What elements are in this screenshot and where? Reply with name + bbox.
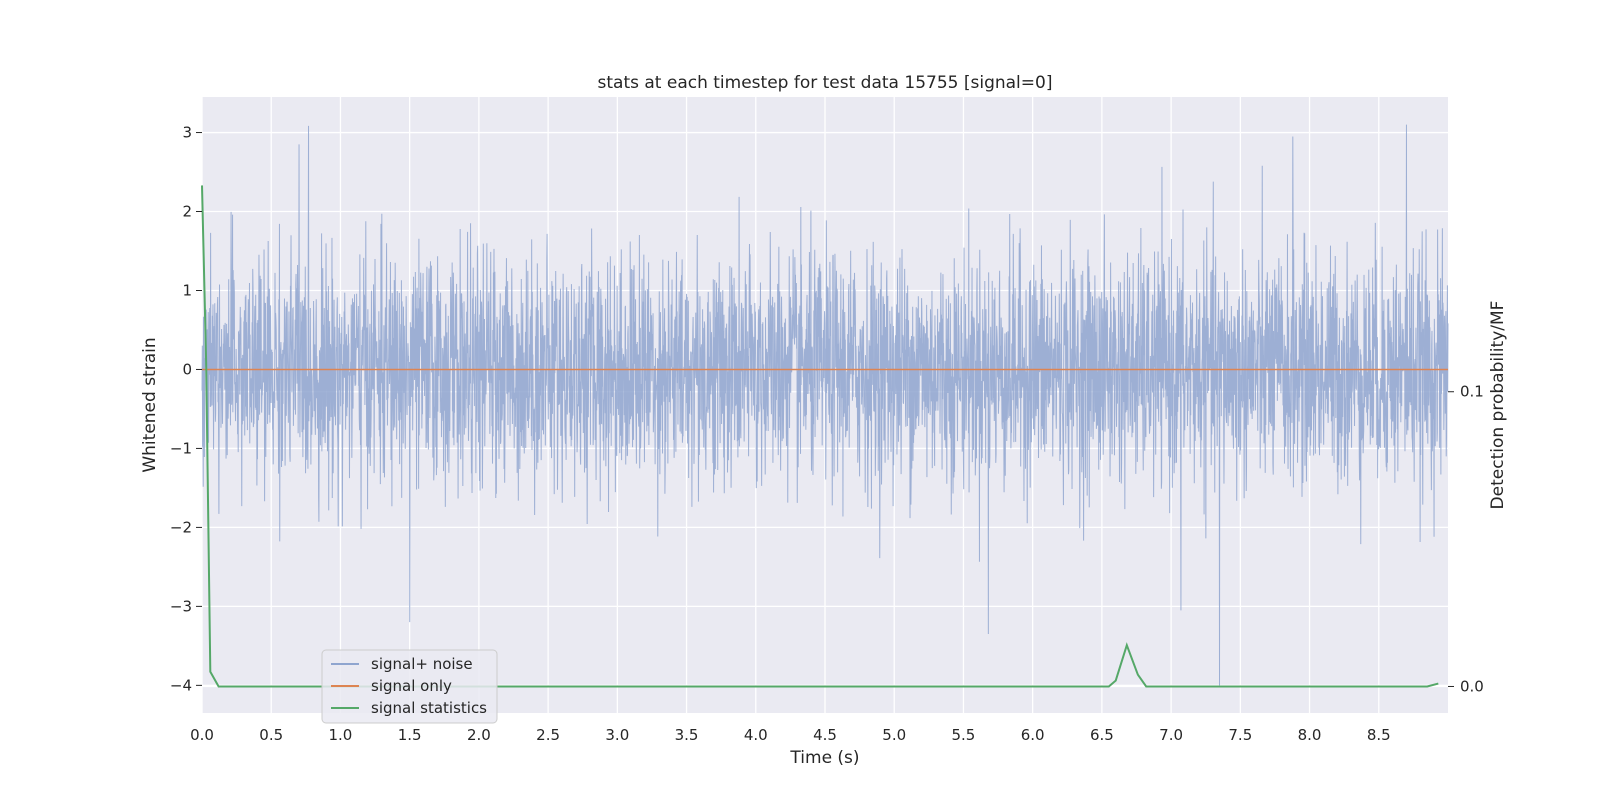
line-signal-plus-noise: [201, 124, 1449, 686]
series-signal-plus-noise: [201, 124, 1449, 686]
x-tick-label: 5.5: [952, 726, 976, 744]
chart-title: stats at each timestep for test data 157…: [598, 73, 1053, 93]
x-tick-label: 5.0: [882, 726, 906, 744]
y2-tick-label: 0.1: [1460, 383, 1484, 401]
y-tick-label: 3: [182, 124, 192, 142]
y-tick-label: 0: [182, 360, 192, 378]
x-tick-label: 2.0: [467, 726, 491, 744]
x-axis-label: Time (s): [789, 748, 859, 768]
y-tick-label: −4: [170, 676, 192, 694]
series-signal-statistics: [201, 185, 1439, 688]
x-tick-label: 1.5: [398, 726, 422, 744]
x-tick-label: 1.0: [329, 726, 353, 744]
x-tick-label: 0.0: [190, 726, 214, 744]
y-tick-labels: 3 2 1 0 −1 −2 −3 −4: [170, 124, 202, 694]
y-tick-label: −2: [170, 518, 192, 536]
x-tick-label: 4.0: [744, 726, 768, 744]
legend-label-signal-only: signal only: [371, 677, 452, 695]
y-tick-label: 1: [182, 281, 192, 299]
x-tick-label: 7.5: [1228, 726, 1252, 744]
x-tick-label: 3.5: [675, 726, 699, 744]
x-tick-label: 8.0: [1298, 726, 1322, 744]
y-tick-label: −1: [170, 439, 192, 457]
x-tick-label: 6.5: [1090, 726, 1114, 744]
x-tick-label: 2.5: [536, 726, 560, 744]
y2-tick-label: 0.0: [1460, 677, 1484, 695]
y-axis-label: Whitened strain: [140, 337, 160, 472]
x-tick-labels: 0.0 0.5 1.0 1.5 2.0 2.5 3.0 3.5 4.0 4.5 5.0 5.5 6.0 6…: [190, 726, 1391, 744]
legend: signal+ noise signal only signal statist…: [321, 649, 498, 724]
y2-axis-label: Detection probability/MF: [1488, 301, 1508, 510]
y-tick-label: −3: [170, 597, 192, 615]
legend-label-signal-plus-noise: signal+ noise: [371, 655, 473, 673]
x-tick-label: 0.5: [259, 726, 283, 744]
line-signal-statistics: [201, 185, 1439, 688]
x-tick-label: 6.0: [1021, 726, 1045, 744]
x-tick-label: 7.0: [1159, 726, 1183, 744]
y2-tick-labels: 0.1 0.0: [1448, 383, 1484, 695]
legend-label-signal-statistics: signal statistics: [371, 699, 487, 717]
x-tick-label: 3.0: [605, 726, 629, 744]
x-tick-label: 4.5: [813, 726, 837, 744]
x-tick-label: 8.5: [1367, 726, 1391, 744]
legend-box: [321, 649, 498, 724]
y-tick-label: 2: [182, 203, 192, 221]
